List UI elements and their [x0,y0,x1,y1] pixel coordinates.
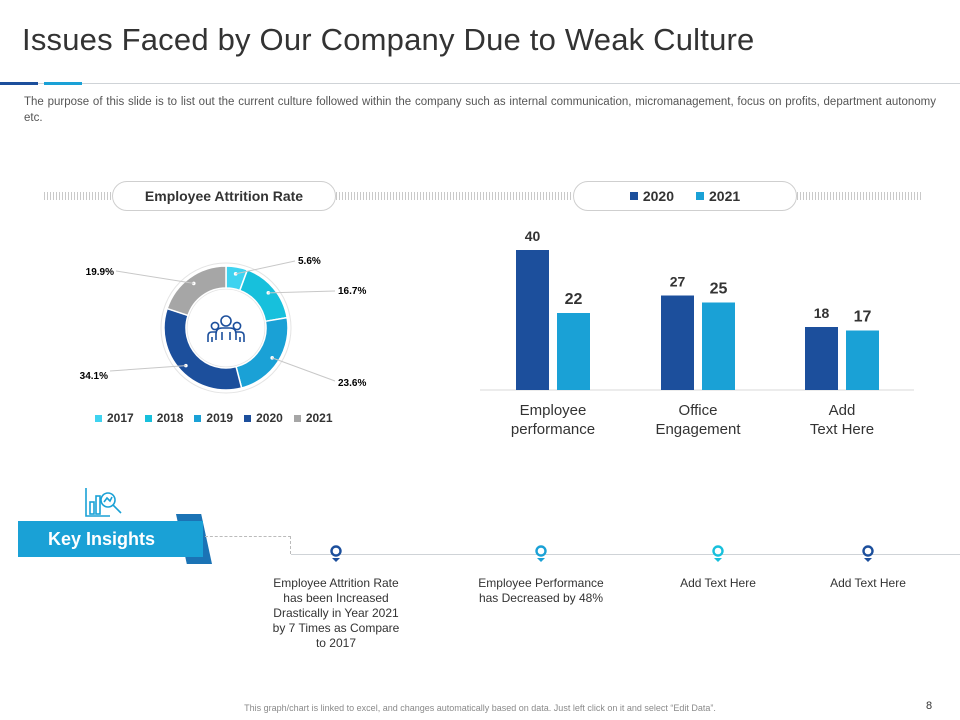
pie-legend-swatch-2019 [194,414,202,422]
pie-legend-item-2021: 2021 [293,411,333,425]
timeline-pin-icon-3 [712,545,724,562]
people-group-icon [207,315,245,342]
donut-marker-2017 [233,272,238,276]
insight-text-4: Add Text Here [788,576,948,591]
donut-slice-2021 [166,265,227,317]
bar-chart-legend: 2020 2021 [573,181,797,211]
bar-category-label-1: Office Engagement [628,401,768,439]
timeline-pin-icon-2 [535,545,547,562]
donut-marker-2018 [266,291,271,295]
pie-legend-item-2020: 2020 [244,411,283,425]
pie-legend-swatch-2020 [244,414,252,422]
key-insights-banner: Key Insights [18,521,203,557]
bar-category-label-line: Engagement [655,421,741,438]
page-number: 8 [926,700,933,712]
key-insights-label: Key Insights [48,528,156,549]
donut-label-2018: 16.7% [338,286,366,297]
pie-legend-label-2020: 2020 [256,411,283,425]
pie-chart-title: Employee Attrition Rate [112,181,336,211]
page-title: Issues Faced by Our Company Due to Weak … [22,22,755,57]
bar-category-label-0: Employee performance [483,401,623,439]
bar-category-axis: Employee performance Office Engagement Add Te… [470,400,930,444]
donut-leader-2021 [115,270,194,284]
connector-dash-v [290,536,291,554]
bar-2021-0 [557,313,590,390]
donut-label-2020: 34.1% [80,371,108,382]
insight-text-line: to 2017 [315,636,357,650]
bar-category-label-line: Text Here [809,421,875,438]
pie-legend-label-2021: 2021 [305,411,333,425]
connector-dash-h [205,536,291,537]
title-accent-light [44,82,82,85]
bar-value-label-2020-2: 18 [814,305,830,321]
insight-text-line: Add Text Here [680,576,756,590]
insight-text-line: Employee Attrition Rate [273,576,399,590]
insight-text-2: Employee Performance has Decreased by 48% [461,576,621,606]
bar-2020-2 [805,327,838,390]
insight-text-line: Add Text Here [830,576,906,590]
bar-header-dots-right [797,192,922,200]
footer-note: This graph/chart is linked to excel, and… [244,703,716,713]
pie-legend-item-2019: 2019 [194,411,233,425]
pie-header-dots-left [44,192,114,200]
legend-item-2020: 2020 [629,188,674,204]
pie-chart-title-text: Employee Attrition Rate [144,188,304,204]
attrition-donut-chart: 5.6% 16.7% 23.6% 34.1% 19.9% [80,256,366,394]
bar-chart: 40 22 27 25 18 17 [480,228,914,391]
timeline-pin-icon-4 [862,545,874,562]
donut-leader-2020 [109,365,186,372]
bar-value-label-2020-0: 40 [525,228,541,244]
donut-label-2017: 5.6% [298,256,321,267]
bar-2020-0 [516,250,549,390]
pie-legend-swatch-2017 [95,414,102,422]
insight-text-line: Drastically in Year 2021 [273,606,399,620]
pie-legend-item-2017: 2017 [95,411,134,425]
slide-description: The purpose of this slide is to list out… [24,96,936,124]
title-divider [0,83,960,84]
bar-category-label-line: Office [678,402,718,419]
legend-label-2021: 2021 [709,188,741,204]
bar-value-label-2021-2: 17 [854,309,872,326]
legend-item-2021: 2021 [696,188,740,204]
bar-value-label-2021-0: 22 [565,291,583,308]
bar-category-label-line: Employee [519,402,587,419]
header-dots-middle [336,192,573,200]
pie-legend: 2017 2018 2019 2020 2021 [95,411,333,425]
bar-2020-1 [661,295,694,390]
bar-category-label-line: performance [510,421,596,438]
bar-category-label-line: Add [828,402,856,419]
bar-2021-1 [702,302,735,390]
legend-swatch-2021 [696,192,704,200]
title-accent-dark [0,82,38,85]
insight-text-line: has Decreased by 48% [478,591,604,605]
donut-label-2021: 19.9% [86,267,114,278]
bar-2021-2 [846,330,879,390]
donut-leader-2019 [272,357,336,382]
legend-label-2020: 2020 [642,188,674,204]
donut-leader-2018 [268,290,336,294]
insight-text-line: Employee Performance [478,576,604,590]
insight-text-line: by 7 Times as Compare [272,621,400,635]
pie-legend-label-2017: 2017 [107,411,134,425]
donut-label-2019: 23.6% [338,378,366,389]
pie-legend-item-2018: 2018 [144,411,184,425]
pie-legend-swatch-2021 [293,414,301,422]
insights-timeline [291,554,960,555]
insight-text-3: Add Text Here [638,576,798,591]
pie-legend-label-2018: 2018 [156,411,184,425]
pie-legend-swatch-2018 [144,414,152,422]
donut-marker-2019 [270,356,274,360]
chart-magnifier-icon [85,488,122,517]
insight-text-1: Employee Attrition Rate has been Increase… [256,576,416,651]
pie-legend-label-2019: 2019 [206,411,234,425]
bar-value-label-2020-1: 27 [670,274,686,290]
bar-value-label-2021-1: 25 [710,281,728,298]
insight-text-line: has been Increased [283,591,389,605]
bar-category-label-2: Add Text Here [772,401,912,439]
timeline-pin-icon-1 [330,545,342,562]
donut-leader-2017 [235,260,296,275]
legend-swatch-2020 [629,192,638,200]
